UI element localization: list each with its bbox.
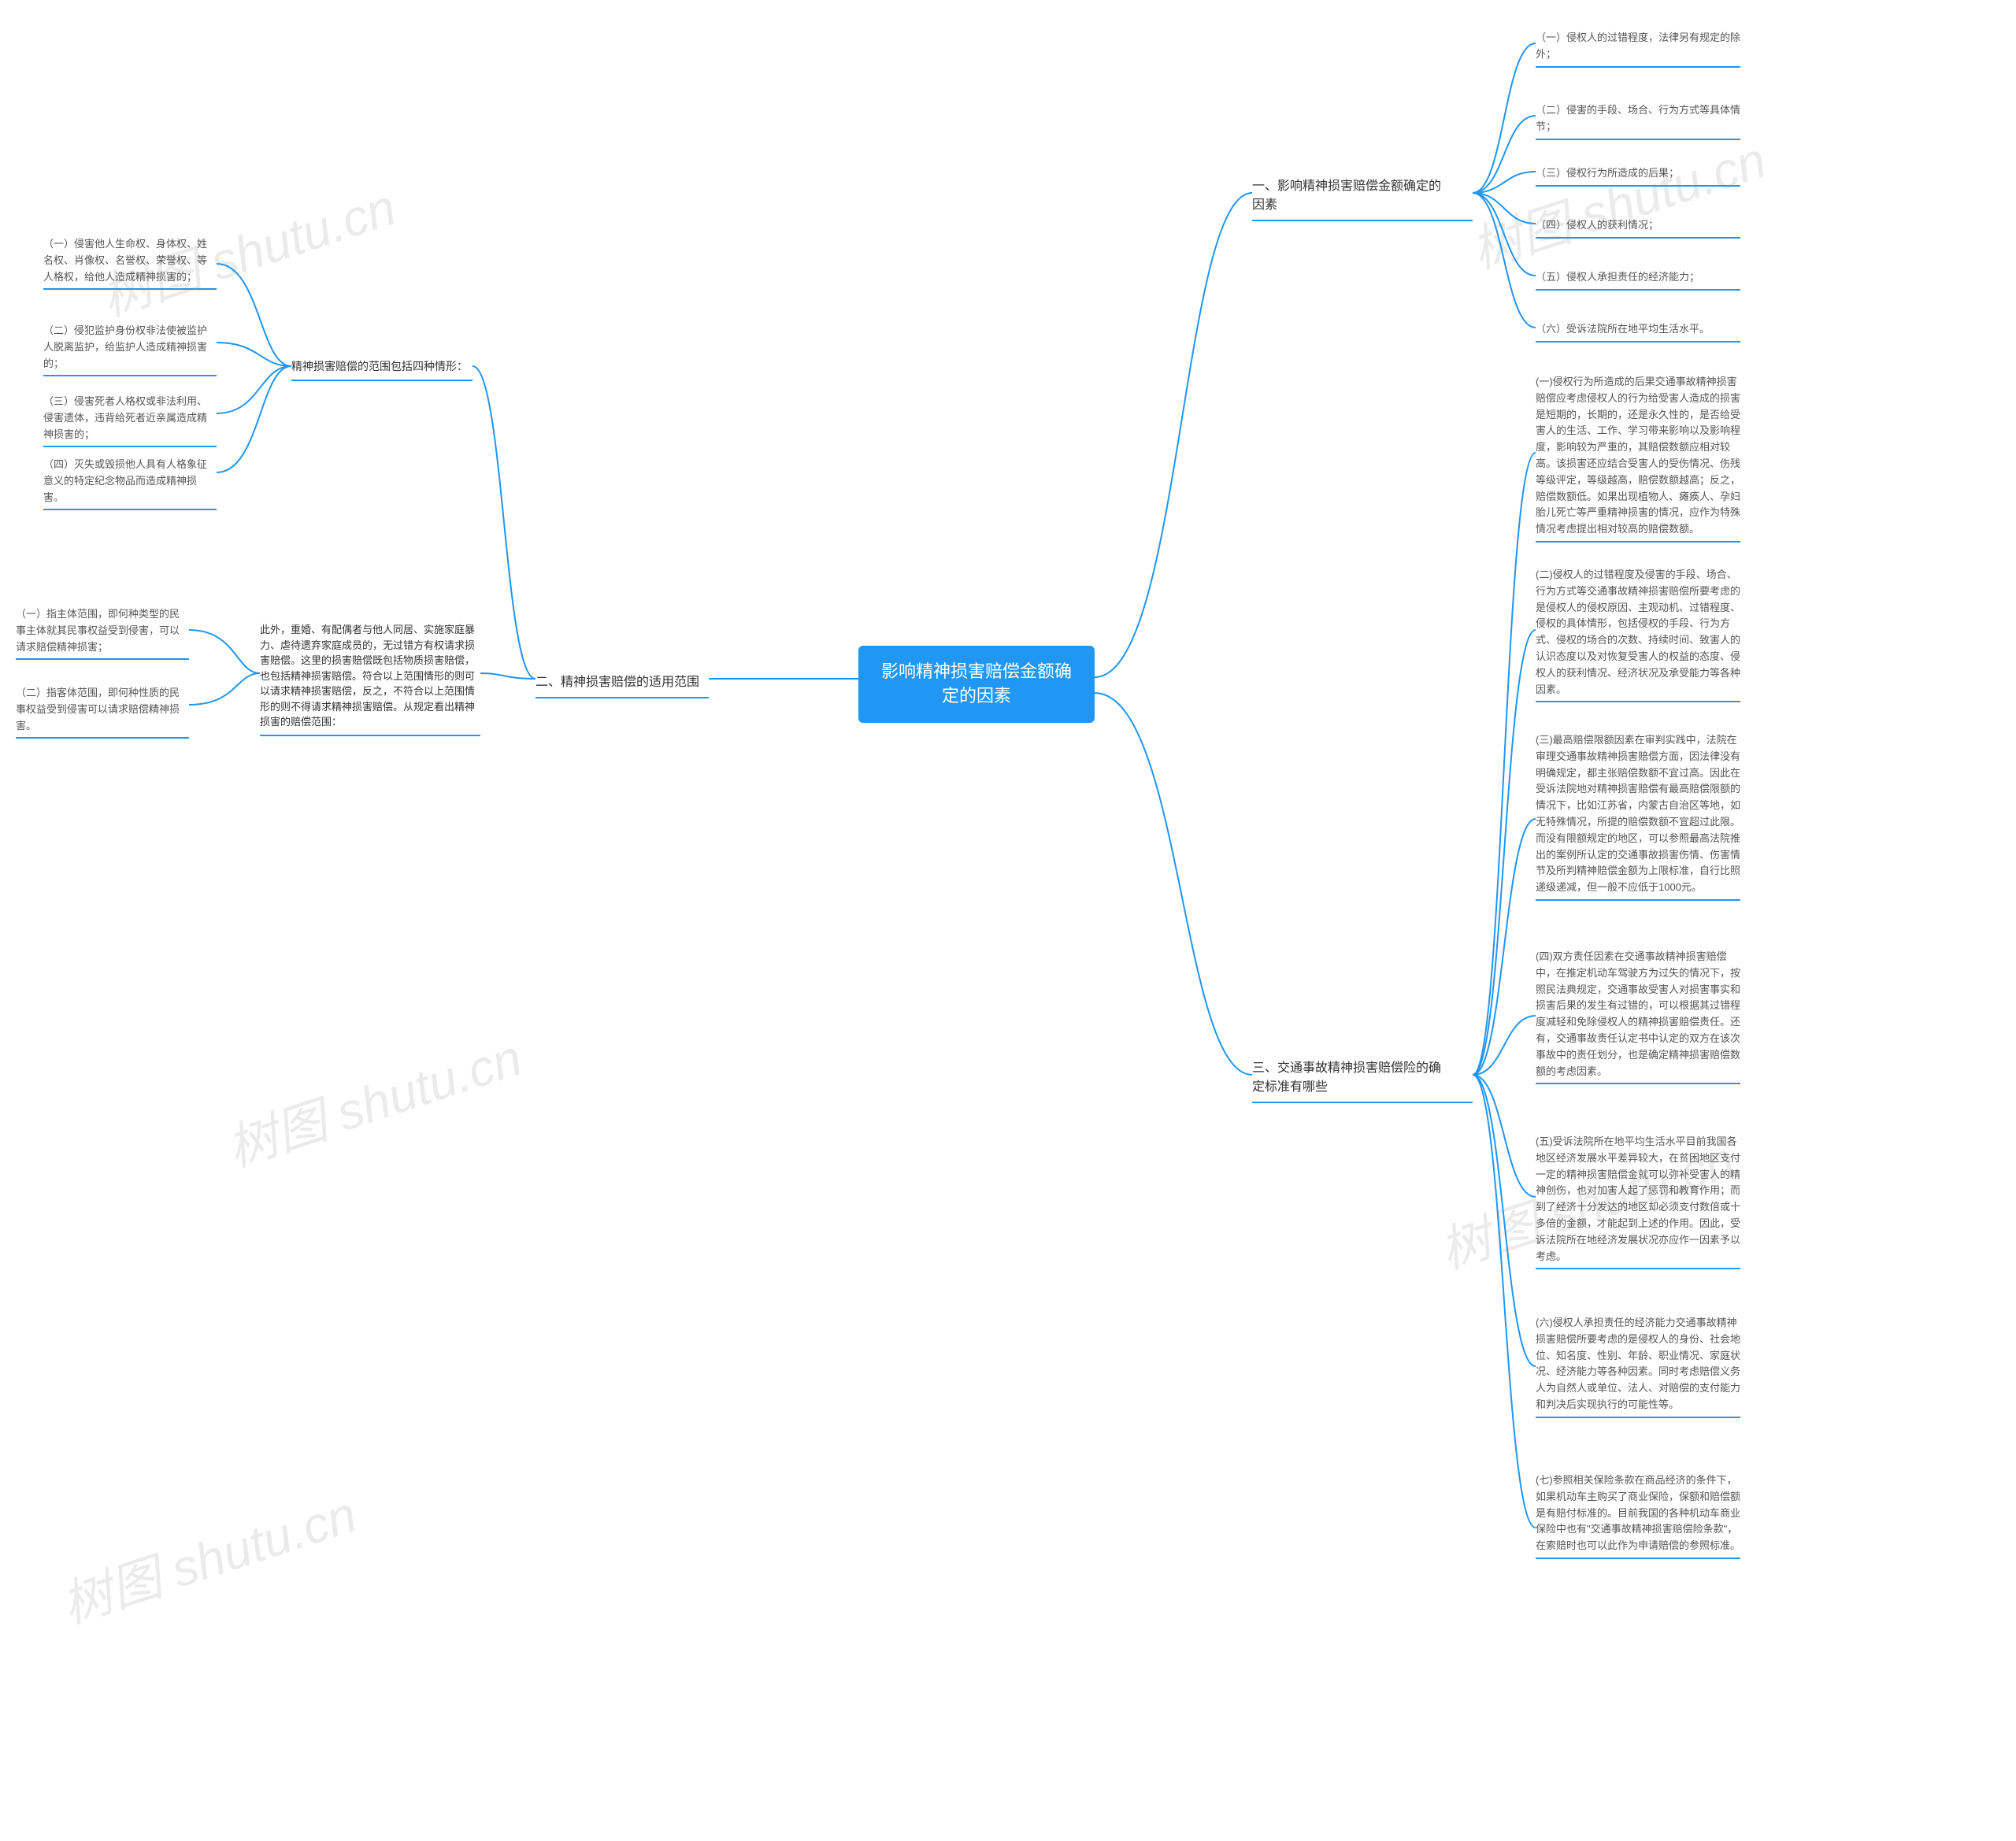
branch-2-sub1-leaf: （四）灭失或毁损他人具有人格象征意义的特定纪念物品而造成精神损害。 [43,457,217,510]
branch-3: 三、交通事故精神损害赔偿险的确 定标准有哪些 [1252,1059,1473,1103]
branch-2: 二、精神损害赔偿的适用范围 [536,673,709,698]
root-node: 影响精神损害赔偿金额确 定的因素 [858,646,1095,723]
branch-2-sub1-leaf: （一）侵害他人生命权、身体权、姓名权、肖像权、名誉权、荣誉权、等人格权，给他人造… [43,236,217,290]
branch-1-leaf: （二）侵害的手段、场合、行为方式等具体情节； [1536,102,1740,140]
branch-2-sub2-leaf: （二）指客体范围，即何种性质的民事权益受到侵害可以请求赔偿精神损害。 [16,685,189,739]
branch-1-leaf: （六）受诉法院所在地平均生活水平。 [1536,321,1740,343]
branch-1-leaf: （四）侵权人的获利情况； [1536,217,1740,239]
branch-2-sub2-leaf: （一）指主体范围，即何种类型的民事主体就其民事权益受到侵害，可以请求赔偿精神损害… [16,606,189,660]
watermark: 树图 shutu.cn [217,1017,529,1180]
branch-3-leaf: (六)侵权人承担责任的经济能力交通事故精神损害赔偿所要考虑的是侵权人的身份、社会… [1536,1315,1740,1418]
branch-3-leaf: (三)最高赔偿限额因素在审判实践中，法院在审理交通事故精神损害赔偿方面，因法律没… [1536,732,1740,901]
branch-1-leaf: （五）侵权人承担责任的经济能力； [1536,269,1740,291]
branch-3-leaf: (四)双方责任因素在交通事故精神损害赔偿中，在推定机动车驾驶方为过失的情况下，按… [1536,949,1740,1084]
branch-2-sub2: 此外，重婚、有配偶者与他人同居、实施家庭暴力、虐待遗弃家庭成员的，无过错方有权请… [260,622,480,736]
branch-3-leaf: (七)参照相关保险条款在商品经济的条件下，如果机动车主购买了商业保险，保额和赔偿… [1536,1472,1740,1559]
branch-1-leaf: （三）侵权行为所造成的后果； [1536,165,1740,187]
watermark: 树图 shutu.cn [1461,120,1773,283]
branch-2-sub1-leaf: （三）侵害死者人格权或非法利用、侵害遗体，违背给死者近亲属造成精神损害的； [43,394,217,447]
branch-3-leaf: (二)侵权人的过错程度及侵害的手段、场合、行为方式等交通事故精神损害赔偿所要考虑… [1536,567,1740,702]
branch-1-leaf: （一）侵权人的过错程度，法律另有规定的除外； [1536,30,1740,68]
branch-3-leaf: (一)侵权行为所造成的后果交通事故精神损害赔偿应考虑侵权人的行为给受害人造成的损… [1536,374,1740,543]
branch-3-leaf: (五)受诉法院所在地平均生活水平目前我国各地区经济发展水平差异较大，在贫困地区支… [1536,1134,1740,1269]
branch-1: 一、影响精神损害赔偿金额确定的 因素 [1252,177,1473,221]
branch-2-sub1: 精神损害赔偿的范围包括四种情形： [291,358,472,381]
branch-2-sub1-leaf: （二）侵犯监护身份权非法使被监护人脱离监护，给监护人造成精神损害的； [43,323,217,376]
watermark: 树图 shutu.cn [51,1474,364,1637]
